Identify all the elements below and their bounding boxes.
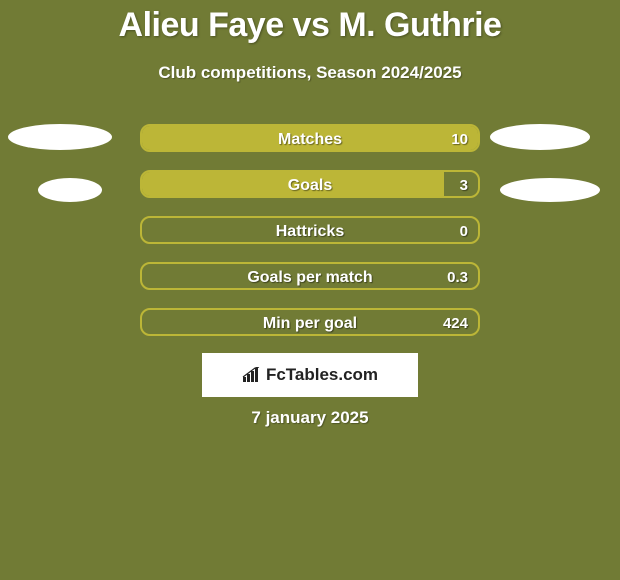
stat-bar-value: 3 <box>460 172 468 196</box>
stat-bar: Hattricks0 <box>140 216 480 244</box>
date-label: 7 january 2025 <box>0 408 620 428</box>
stat-bar-value: 424 <box>443 310 468 334</box>
stat-bar: Min per goal424 <box>140 308 480 336</box>
comparison-bars: Matches10 Goals3 Hattricks0 Goals per match… <box>140 124 480 354</box>
page-subtitle: Club competitions, Season 2024/2025 <box>0 63 620 83</box>
stat-bar-label: Min per goal <box>142 310 478 334</box>
side-ellipse <box>8 124 112 150</box>
stat-bar-label: Hattricks <box>142 218 478 242</box>
brand-badge: FcTables.com <box>202 353 418 397</box>
stat-bar-value: 0 <box>460 218 468 242</box>
side-ellipse <box>38 178 102 202</box>
side-ellipse <box>490 124 590 150</box>
stat-bar-label: Goals <box>142 172 478 196</box>
stat-bar-label: Goals per match <box>142 264 478 288</box>
stat-bar: Matches10 <box>140 124 480 152</box>
side-ellipse <box>500 178 600 202</box>
bar-chart-icon <box>242 367 262 383</box>
stat-bar-value: 0.3 <box>447 264 468 288</box>
stat-bar-value: 10 <box>451 126 468 150</box>
brand-text: FcTables.com <box>266 365 378 385</box>
stat-bar-label: Matches <box>142 126 478 150</box>
stat-bar: Goals3 <box>140 170 480 198</box>
page-title: Alieu Faye vs M. Guthrie <box>0 0 620 45</box>
stat-bar: Goals per match0.3 <box>140 262 480 290</box>
